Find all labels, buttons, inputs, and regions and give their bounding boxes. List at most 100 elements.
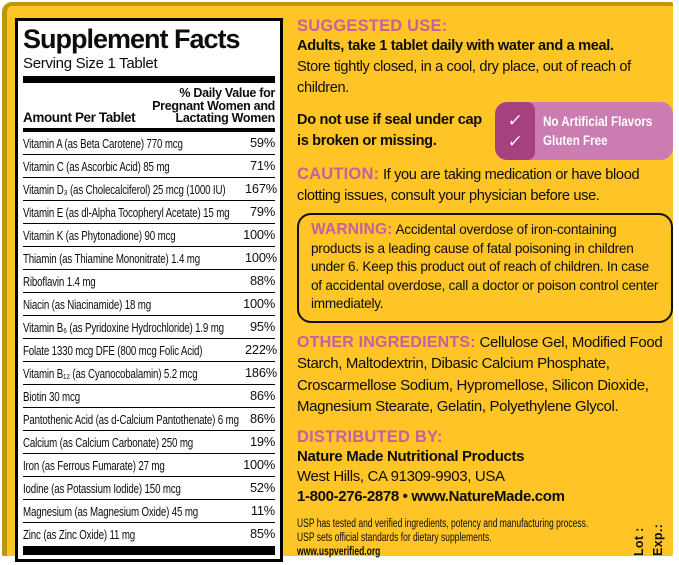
caution-text: If you are taking medication or have blo…: [297, 167, 640, 204]
nutrient-daily-value: 71%: [249, 158, 275, 173]
nutrient-daily-value: 52%: [249, 480, 275, 495]
nutrient-name: Vitamin D₃ (as Cholecalciferol) 25 mcg (…: [23, 182, 226, 197]
usage-info-column: SUGGESTED USE: Adults, take 1 tablet dai…: [297, 16, 673, 558]
nutrient-name: Iron (as Ferrous Fumarate) 27 mg: [23, 458, 165, 473]
table-row: Vitamin K (as Phytonadione) 90 mcg 100%: [23, 222, 275, 246]
distributor-phone-website: 1-800-276-2878 • www.NatureMade.com: [297, 487, 565, 505]
table-row: Magnesium (as Magnesium Oxide) 45 mg 11%: [23, 498, 275, 522]
nutrient-daily-value: 59%: [249, 135, 275, 150]
usp-footer-row: USP has tested and verified ingredients,…: [297, 514, 673, 558]
caution-heading: CAUTION:: [297, 165, 380, 183]
product-label: Supplement Facts Serving Size 1 Tablet A…: [2, 2, 673, 562]
nutrient-name: Zinc (as Zinc Oxide) 11 mg: [23, 527, 136, 542]
nutrient-daily-value: 100%: [243, 457, 275, 472]
nutrient-daily-value: 100%: [243, 296, 275, 311]
usp-line-1: USP has tested and verified ingredients,…: [297, 517, 589, 530]
nutrient-daily-value: 167%: [245, 181, 277, 196]
distributor-block: DISTRIBUTED BY: Nature Made Nutritional …: [297, 427, 673, 507]
nutrient-name: Niacin (as Niacinamide) 18 mg: [23, 297, 152, 312]
usp-line-2: USP sets official standards for dietary …: [297, 531, 492, 544]
table-row: Folate 1330 mcg DFE (800 mcg Folic Acid)…: [23, 337, 277, 361]
badge-check-section: ✓ ✓: [495, 102, 535, 160]
nutrient-daily-value: 86%: [249, 388, 275, 403]
nutrient-name: Calcium (as Calcium Carbonate) 250 mg: [23, 435, 194, 450]
caution-paragraph: CAUTION: If you are taking medication or…: [297, 164, 673, 206]
amount-per-tablet-header: Amount Per Tablet: [23, 109, 136, 125]
table-row: Vitamin D₃ (as Cholecalciferol) 25 mcg (…: [23, 176, 277, 200]
nutrient-daily-value: 100%: [243, 227, 275, 242]
lot-exp-block: Lot : Exp.:: [632, 516, 665, 556]
table-row: Calcium (as Calcium Carbonate) 250 mg 19…: [23, 429, 275, 453]
nutrient-daily-value: 85%: [249, 526, 275, 541]
divider-thick: [23, 76, 275, 83]
nutrient-daily-value: 88%: [249, 273, 275, 288]
storage-instructions: Store tightly closed, in a cool, dry pla…: [297, 59, 631, 96]
suggested-use-heading: SUGGESTED USE:: [297, 17, 448, 35]
nutrient-name: Iodine (as Potassium Iodide) 150 mcg: [23, 481, 181, 496]
distributor-address: West Hills, CA 91309-9903, USA: [297, 467, 505, 485]
other-ingredients-heading: OTHER INGREDIENTS:: [297, 333, 476, 351]
table-header: Amount Per Tablet % Daily Value for Preg…: [23, 85, 275, 128]
usp-disclaimer: USP has tested and verified ingredients,…: [297, 514, 632, 558]
nutrient-name: Vitamin C (as Ascorbic Acid) 85 mg: [23, 159, 170, 174]
daily-value-header: % Daily Value for Pregnant Women and Lac…: [152, 86, 275, 125]
divider-medium: [23, 127, 275, 132]
table-row: Biotin 30 mcg 86%: [23, 383, 275, 407]
seal-and-badge-row: Do not use if seal under cap is broken o…: [297, 102, 673, 160]
warning-heading: WARNING:: [311, 221, 393, 238]
nutrient-name: Vitamin K (as Phytonadione) 90 mcg: [23, 228, 176, 243]
nutrient-name: Vitamin E (as dl-Alpha Tocopheryl Acetat…: [23, 205, 230, 220]
nutrient-daily-value: 79%: [249, 204, 275, 219]
nutrient-daily-value: 19%: [249, 434, 275, 449]
other-ingredients-text: Cellulose Gel, Modified Food Starch, Mal…: [297, 333, 663, 416]
check-icon: ✓: [506, 111, 524, 130]
table-row: Iron (as Ferrous Fumarate) 27 mg 100%: [23, 452, 275, 476]
other-ingredients-paragraph: OTHER INGREDIENTS: Cellulose Gel, Modifi…: [297, 332, 673, 418]
table-row: Iodine (as Potassium Iodide) 150 mcg 52%: [23, 475, 275, 499]
claim-no-artificial-flavors: No Artificial Flavors: [543, 113, 653, 129]
lot-label: Lot :: [632, 526, 646, 556]
divider-bottom: [23, 545, 275, 555]
claim-gluten-free: Gluten Free: [543, 132, 608, 148]
table-row: Riboflavin 1.4 mg 88%: [23, 268, 275, 292]
warning-box: WARNING: Accidental overdose of iron-con…: [297, 213, 673, 323]
warning-text: Accidental overdose of iron-containing p…: [311, 222, 659, 311]
nutrient-name: Folate 1330 mcg DFE (800 mcg Folic Acid): [23, 343, 203, 358]
table-row: Thiamin (as Thiamine Mononitrate) 1.4 mg…: [23, 245, 277, 269]
nutrient-daily-value: 100%: [245, 250, 277, 265]
table-row: Zinc (as Zinc Oxide) 11 mg 85%: [23, 521, 275, 545]
table-row: Vitamin A (as Beta Carotene) 770 mcg 59%: [23, 132, 275, 154]
nutrient-daily-value: 222%: [245, 342, 277, 357]
suggested-use-dose: Adults, take 1 tablet daily with water a…: [297, 38, 614, 54]
table-row: Vitamin B₆ (as Pyridoxine Hydrochloride)…: [23, 314, 275, 338]
supplement-facts-title: Supplement Facts: [23, 24, 241, 54]
exp-label: Exp.:: [651, 523, 665, 556]
nutrient-name: Vitamin A (as Beta Carotene) 770 mcg: [23, 136, 183, 151]
claims-badge: ✓ ✓ No Artificial Flavors Gluten Free: [495, 102, 673, 160]
supplement-facts-panel: Supplement Facts Serving Size 1 Tablet A…: [15, 18, 283, 562]
table-row: Vitamin B₁₂ (as Cyanocobalamin) 5.2 mcg …: [23, 360, 277, 384]
nutrient-daily-value: 11%: [250, 503, 275, 518]
check-icon: ✓: [506, 132, 524, 151]
table-row: Vitamin E (as dl-Alpha Tocopheryl Acetat…: [23, 199, 275, 223]
nutrient-daily-value: 86%: [249, 411, 275, 426]
nutrient-name: Thiamin (as Thiamine Mononitrate) 1.4 mg: [23, 251, 200, 266]
table-row: Pantothenic Acid (as d-Calcium Pantothen…: [23, 406, 275, 430]
distributor-name: Nature Made Nutritional Products: [297, 447, 525, 465]
nutrient-name: Vitamin B₆ (as Pyridoxine Hydrochloride)…: [23, 320, 224, 335]
distributed-by-heading: DISTRIBUTED BY:: [297, 427, 443, 446]
table-row: Vitamin C (as Ascorbic Acid) 85 mg 71%: [23, 153, 275, 177]
seal-warning: Do not use if seal under cap is broken o…: [297, 112, 482, 149]
serving-size: Serving Size 1 Tablet: [23, 55, 158, 72]
nutrient-table: Vitamin A (as Beta Carotene) 770 mcg 59%…: [23, 132, 277, 545]
nutrient-name: Magnesium (as Magnesium Oxide) 45 mg: [23, 504, 199, 519]
nutrient-name: Riboflavin 1.4 mg: [23, 274, 96, 289]
usp-url: www.uspverified.org: [297, 545, 381, 558]
nutrient-name: Biotin 30 mcg: [23, 389, 80, 404]
nutrient-name: Pantothenic Acid (as d-Calcium Pantothen…: [23, 412, 239, 427]
nutrient-daily-value: 186%: [245, 365, 277, 380]
nutrient-daily-value: 95%: [249, 319, 275, 334]
nutrient-name: Vitamin B₁₂ (as Cyanocobalamin) 5.2 mcg: [23, 366, 198, 381]
table-row: Niacin (as Niacinamide) 18 mg 100%: [23, 291, 275, 315]
